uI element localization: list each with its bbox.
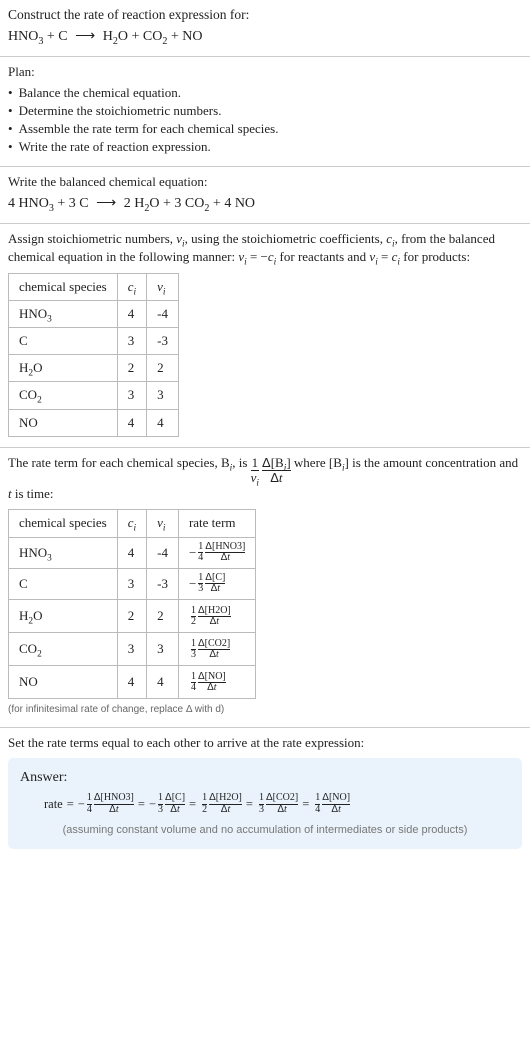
balanced-section: Write the balanced chemical equation: 4 … bbox=[0, 167, 530, 224]
col-species: chemical species bbox=[9, 273, 118, 300]
rateterm-footnote: (for infinitesimal rate of change, repla… bbox=[8, 703, 522, 717]
answer-label: Answer: bbox=[20, 768, 510, 788]
prompt-equation: HNO3 + C ⟶ H2O + CO2 + NO bbox=[8, 27, 522, 47]
table-row: CO233 bbox=[9, 382, 179, 409]
balanced-intro: Write the balanced chemical equation: bbox=[8, 173, 522, 191]
col-vi: νi bbox=[147, 273, 179, 300]
rateterm-intro: The rate term for each chemical species,… bbox=[8, 454, 522, 504]
answer-equation: rate = −14Δ[HNO3]Δt = −13Δ[C]Δt = 12Δ[H2… bbox=[20, 793, 510, 815]
answer-box: Answer: rate = −14Δ[HNO3]Δt = −13Δ[C]Δt … bbox=[8, 758, 522, 849]
prompt-section: Construct the rate of reaction expressio… bbox=[0, 0, 530, 57]
table-header-row: chemical species ci νi rate term bbox=[9, 510, 256, 537]
stoich-section: Assign stoichiometric numbers, νi, using… bbox=[0, 224, 530, 448]
table-header-row: chemical species ci νi bbox=[9, 273, 179, 300]
table-row: NO44 14Δ[NO]Δt bbox=[9, 665, 256, 698]
plan-item: Balance the chemical equation. bbox=[8, 84, 522, 102]
table-row: NO44 bbox=[9, 409, 179, 436]
balanced-equation: 4 HNO3 + 3 C ⟶ 2 H2O + 3 CO2 + 4 NO bbox=[8, 194, 522, 214]
table-row: C3-3 −13Δ[C]Δt bbox=[9, 568, 256, 599]
stoich-table: chemical species ci νi HNO34-4 C3-3 H2O2… bbox=[8, 273, 179, 437]
final-intro: Set the rate terms equal to each other t… bbox=[8, 734, 522, 752]
col-species: chemical species bbox=[9, 510, 118, 537]
col-vi: νi bbox=[147, 510, 179, 537]
col-ci: ci bbox=[117, 510, 146, 537]
table-row: H2O22 12Δ[H2O]Δt bbox=[9, 599, 256, 632]
final-section: Set the rate terms equal to each other t… bbox=[0, 728, 530, 859]
rateterm-table: chemical species ci νi rate term HNO34-4… bbox=[8, 509, 256, 698]
table-row: C3-3 bbox=[9, 327, 179, 354]
prompt-line1: Construct the rate of reaction expressio… bbox=[8, 6, 522, 25]
plan-item: Determine the stoichiometric numbers. bbox=[8, 102, 522, 120]
col-ci: ci bbox=[117, 273, 146, 300]
table-row: CO233 13Δ[CO2]Δt bbox=[9, 632, 256, 665]
table-row: H2O22 bbox=[9, 355, 179, 382]
plan-item: Assemble the rate term for each chemical… bbox=[8, 120, 522, 138]
col-rateterm: rate term bbox=[178, 510, 255, 537]
answer-note: (assuming constant volume and no accumul… bbox=[20, 823, 510, 838]
table-row: HNO34-4 −14Δ[HNO3]Δt bbox=[9, 537, 256, 568]
plan-section: Plan: Balance the chemical equation. Det… bbox=[0, 57, 530, 167]
stoich-intro: Assign stoichiometric numbers, νi, using… bbox=[8, 230, 522, 266]
table-row: HNO34-4 bbox=[9, 300, 179, 327]
plan-title: Plan: bbox=[8, 63, 522, 81]
rateterm-section: The rate term for each chemical species,… bbox=[0, 448, 530, 728]
plan-item: Write the rate of reaction expression. bbox=[8, 138, 522, 156]
